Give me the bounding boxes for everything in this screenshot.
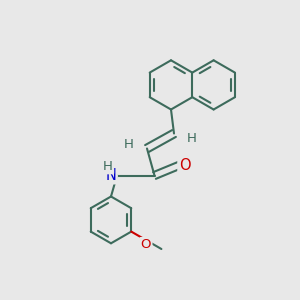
- Text: H: H: [187, 131, 197, 145]
- Text: H: H: [124, 137, 134, 151]
- Text: H: H: [187, 131, 197, 145]
- Text: H: H: [103, 160, 113, 173]
- Text: N: N: [106, 168, 116, 183]
- Text: O: O: [141, 238, 151, 251]
- Text: O: O: [179, 158, 190, 172]
- Text: H: H: [124, 137, 134, 151]
